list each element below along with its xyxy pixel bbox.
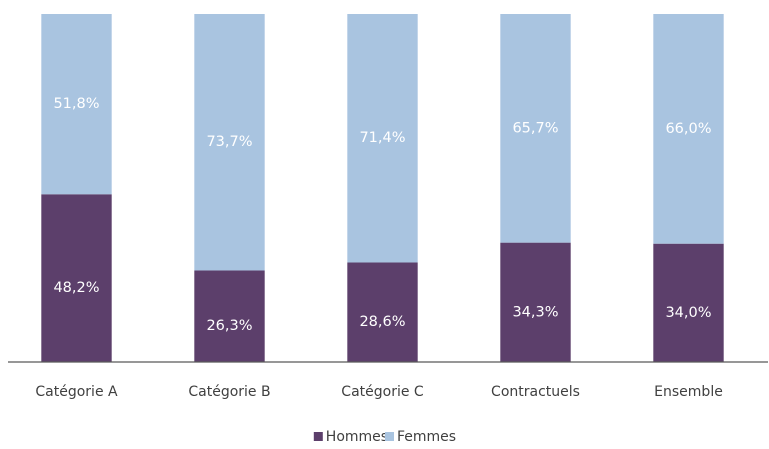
bar-segment: [194, 14, 265, 271]
value-label: 73,7%: [206, 134, 252, 150]
bar-segment: [500, 14, 571, 243]
x-tick-label: Catégorie B: [188, 384, 270, 400]
bar-segment: [653, 243, 724, 362]
legend-swatch: [313, 432, 323, 441]
bar-segment: [347, 14, 418, 263]
x-tick-label: Ensemble: [654, 384, 723, 400]
legend-label: Hommes: [326, 429, 388, 445]
bar-segment: [194, 270, 265, 362]
value-label: 26,3%: [206, 318, 252, 334]
bar-segment: [653, 14, 724, 244]
value-label: 48,2%: [53, 280, 99, 296]
value-label: 51,8%: [53, 96, 99, 112]
bar-segment: [500, 242, 571, 362]
x-tick-label: Catégorie C: [341, 384, 424, 400]
bar-segment: [347, 262, 418, 362]
value-label: 71,4%: [359, 130, 405, 146]
value-label: 34,3%: [512, 304, 558, 320]
bar-segment: [41, 14, 112, 195]
legend-swatch: [385, 432, 394, 441]
value-label: 65,7%: [512, 120, 558, 136]
bar-segment: [41, 194, 112, 362]
value-label: 28,6%: [359, 314, 405, 330]
x-tick-label: Catégorie A: [35, 384, 118, 400]
legend-label: Femmes: [397, 429, 456, 445]
value-label: 34,0%: [665, 305, 711, 321]
x-tick-label: Contractuels: [491, 384, 580, 400]
value-label: 66,0%: [665, 121, 711, 137]
